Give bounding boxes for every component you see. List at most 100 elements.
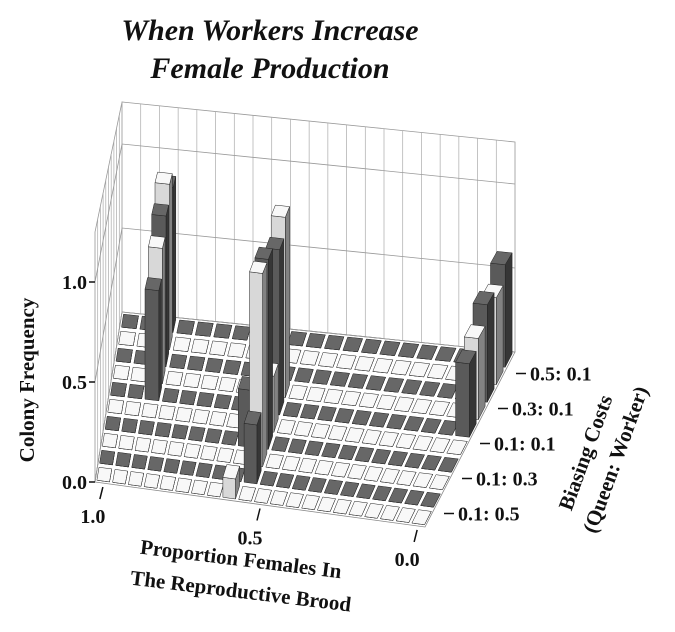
bar-top bbox=[176, 319, 195, 335]
bar bbox=[167, 441, 185, 457]
bar bbox=[416, 344, 438, 360]
bar-top bbox=[169, 353, 188, 369]
bar-top bbox=[299, 350, 320, 366]
bar bbox=[446, 439, 468, 455]
x-tick-label: 1.0 bbox=[80, 506, 105, 528]
bar-top bbox=[259, 470, 278, 487]
bar-top bbox=[428, 400, 450, 416]
bar-top bbox=[204, 428, 223, 444]
bar-top bbox=[347, 464, 367, 480]
bar-top bbox=[310, 423, 331, 439]
bar bbox=[298, 457, 317, 474]
bar-top bbox=[194, 321, 214, 337]
bar-top bbox=[191, 479, 208, 495]
bar bbox=[161, 387, 180, 404]
bar-top bbox=[421, 454, 442, 471]
bar bbox=[115, 452, 132, 468]
bar bbox=[238, 486, 256, 502]
bar-top bbox=[143, 473, 161, 489]
bar bbox=[259, 470, 278, 487]
bar-side bbox=[478, 325, 486, 420]
bar-top bbox=[426, 363, 449, 380]
bar-top bbox=[365, 375, 386, 391]
bar-top bbox=[463, 324, 486, 339]
bar-top bbox=[121, 313, 139, 329]
bar bbox=[293, 421, 313, 437]
bar bbox=[323, 479, 343, 495]
depth-tick-label: 0.1: 0.1 bbox=[494, 434, 556, 456]
bar bbox=[275, 473, 295, 489]
bar-top bbox=[121, 418, 138, 434]
x-tick bbox=[99, 486, 104, 500]
bar bbox=[356, 483, 376, 499]
bar-top bbox=[254, 246, 273, 260]
bar-top bbox=[411, 509, 432, 525]
bar bbox=[317, 496, 336, 513]
bar-top bbox=[167, 441, 185, 457]
bar-top bbox=[298, 457, 317, 474]
bar-top bbox=[372, 485, 392, 502]
bar bbox=[285, 492, 304, 508]
bar-top bbox=[209, 411, 228, 427]
bar-top bbox=[393, 396, 415, 412]
bar bbox=[420, 418, 442, 434]
bar-top bbox=[317, 406, 337, 422]
bar bbox=[191, 479, 208, 495]
bar bbox=[243, 410, 262, 485]
bar bbox=[176, 319, 195, 335]
chart-title: Female Production bbox=[149, 52, 389, 85]
bar-top bbox=[327, 425, 348, 441]
bar bbox=[419, 381, 441, 397]
bar-top bbox=[222, 359, 242, 375]
bar-top bbox=[159, 475, 177, 491]
depth-tick-label: 0.1: 0.3 bbox=[476, 469, 538, 491]
bar bbox=[138, 420, 155, 436]
back-wall bbox=[121, 101, 516, 353]
bar-top bbox=[165, 370, 184, 386]
z-axis-label: Colony Frequency bbox=[15, 297, 39, 462]
bar-top bbox=[138, 420, 155, 436]
bar-top bbox=[285, 492, 304, 508]
bar bbox=[363, 466, 384, 482]
bar-top bbox=[113, 364, 130, 381]
bar bbox=[323, 388, 344, 404]
bar bbox=[351, 410, 372, 426]
bar-top bbox=[291, 475, 311, 491]
bar-side bbox=[162, 237, 166, 384]
bar-top bbox=[200, 374, 219, 390]
bar-top bbox=[270, 204, 290, 218]
bar bbox=[327, 425, 348, 441]
bar bbox=[347, 464, 367, 480]
bar bbox=[271, 436, 290, 452]
bar-top bbox=[147, 456, 164, 472]
bar-top bbox=[420, 418, 442, 434]
bar-side bbox=[496, 284, 504, 385]
bar-top bbox=[271, 436, 290, 452]
bar bbox=[222, 464, 240, 500]
bar-top bbox=[104, 415, 121, 432]
bar-top bbox=[356, 483, 376, 499]
bar-top bbox=[387, 450, 408, 467]
x-tick-label: 0.5 bbox=[238, 528, 263, 550]
bar bbox=[187, 426, 206, 442]
bar-top bbox=[265, 236, 285, 250]
bar-top bbox=[171, 424, 189, 440]
bar-top bbox=[238, 486, 256, 502]
depth-tick-label: 0.3: 0.1 bbox=[512, 399, 574, 421]
bar-side bbox=[504, 251, 513, 368]
bar bbox=[358, 392, 379, 408]
bar bbox=[434, 346, 457, 362]
bar-top bbox=[287, 331, 307, 347]
bar bbox=[411, 509, 432, 525]
bar bbox=[455, 349, 477, 438]
bar bbox=[169, 353, 188, 369]
bar-top bbox=[99, 449, 115, 466]
bar-top bbox=[360, 338, 382, 354]
bar bbox=[437, 457, 459, 473]
bar-top bbox=[323, 479, 343, 495]
bar bbox=[194, 321, 214, 337]
bar bbox=[404, 452, 425, 469]
bar-top bbox=[380, 505, 400, 521]
bar bbox=[329, 371, 350, 387]
bar bbox=[312, 369, 332, 385]
